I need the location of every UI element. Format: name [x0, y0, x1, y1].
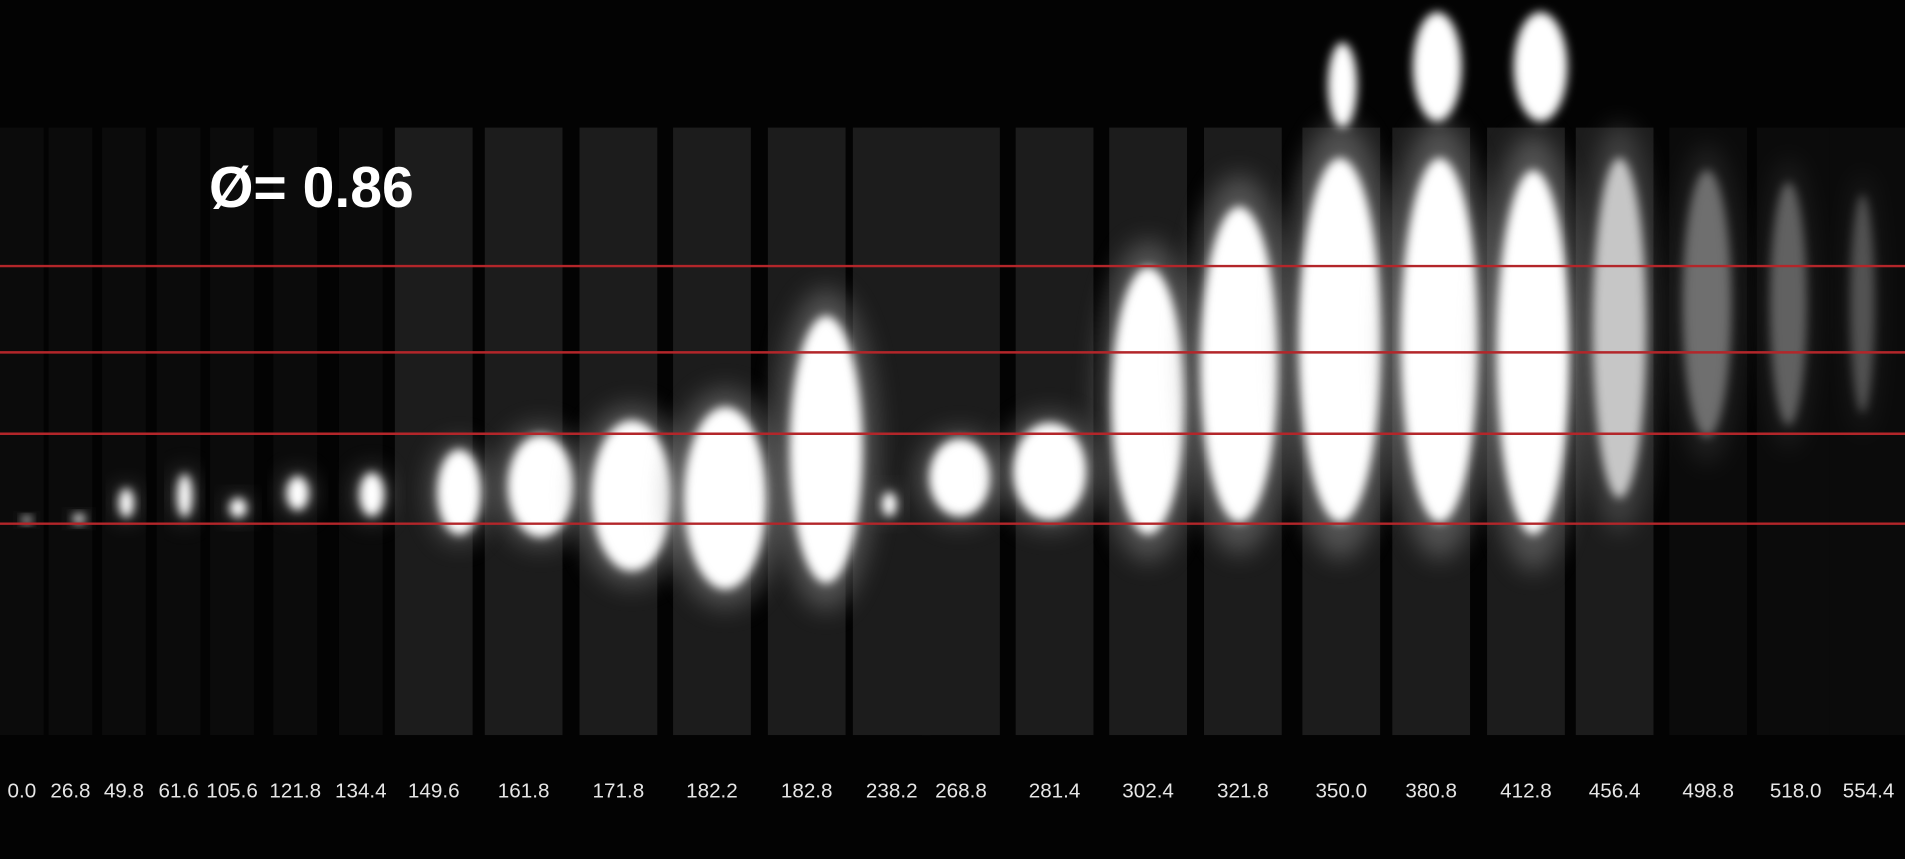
time-label: 518.0	[1770, 780, 1822, 803]
flame	[592, 420, 672, 571]
flame	[177, 474, 192, 518]
time-label: 49.8	[104, 780, 144, 803]
time-label: 171.8	[593, 780, 645, 803]
tube	[102, 128, 146, 735]
title: Ø= 0.86	[209, 156, 414, 220]
time-label: 238.2	[866, 780, 918, 803]
page: Ø= 0.86 0.0 26.8 49.8 61.6 105.6 121.8 134.4 14…	[0, 0, 1905, 859]
flame	[287, 476, 309, 510]
time-label: 554.4	[1843, 780, 1895, 803]
time-label: 321.8	[1217, 780, 1269, 803]
flame	[1299, 158, 1382, 522]
time-label: 61.6	[159, 780, 199, 803]
tube	[49, 128, 93, 735]
flame	[1770, 182, 1806, 425]
flame-plume	[1413, 12, 1462, 121]
flame	[230, 498, 247, 517]
time-label: 268.8	[935, 780, 987, 803]
flame	[790, 316, 863, 583]
time-label: 350.0	[1315, 780, 1367, 803]
flame	[360, 473, 384, 517]
flame	[882, 492, 897, 516]
time-label: 161.8	[498, 780, 550, 803]
flame	[1013, 423, 1086, 520]
tube	[157, 128, 201, 735]
time-label: 121.8	[269, 780, 321, 803]
time-label: 0.0	[8, 780, 37, 803]
time-label: 456.4	[1589, 780, 1641, 803]
flame	[508, 435, 574, 537]
flame	[1401, 158, 1479, 522]
time-label: 412.8	[1500, 780, 1552, 803]
flame	[1112, 267, 1185, 534]
time-label: 302.4	[1122, 780, 1174, 803]
flame-plume	[1514, 12, 1567, 121]
time-label: 182.2	[686, 780, 738, 803]
time-label: 380.8	[1405, 780, 1457, 803]
time-label: 26.8	[50, 780, 90, 803]
time-label: 149.6	[408, 780, 460, 803]
flame-image: Ø= 0.86 0.0 26.8 49.8 61.6 105.6 121.8 134.4 14…	[0, 0, 1905, 859]
time-label: 105.6	[206, 780, 258, 803]
flame	[73, 514, 85, 524]
flame	[929, 439, 990, 517]
flame-plume	[1328, 43, 1357, 128]
flame	[1683, 170, 1732, 437]
flame	[1200, 207, 1278, 523]
flame	[437, 450, 481, 535]
flame	[1593, 158, 1646, 498]
flame	[119, 488, 134, 517]
time-label: 182.8	[781, 780, 833, 803]
time-label: 498.8	[1682, 780, 1734, 803]
tube	[0, 128, 44, 735]
flame	[1850, 194, 1874, 413]
time-labels: 0.0 26.8 49.8 61.6 105.6 121.8 134.4 149.6 161.8…	[8, 780, 1895, 803]
time-label: 281.4	[1029, 780, 1081, 803]
time-label: 134.4	[335, 780, 387, 803]
